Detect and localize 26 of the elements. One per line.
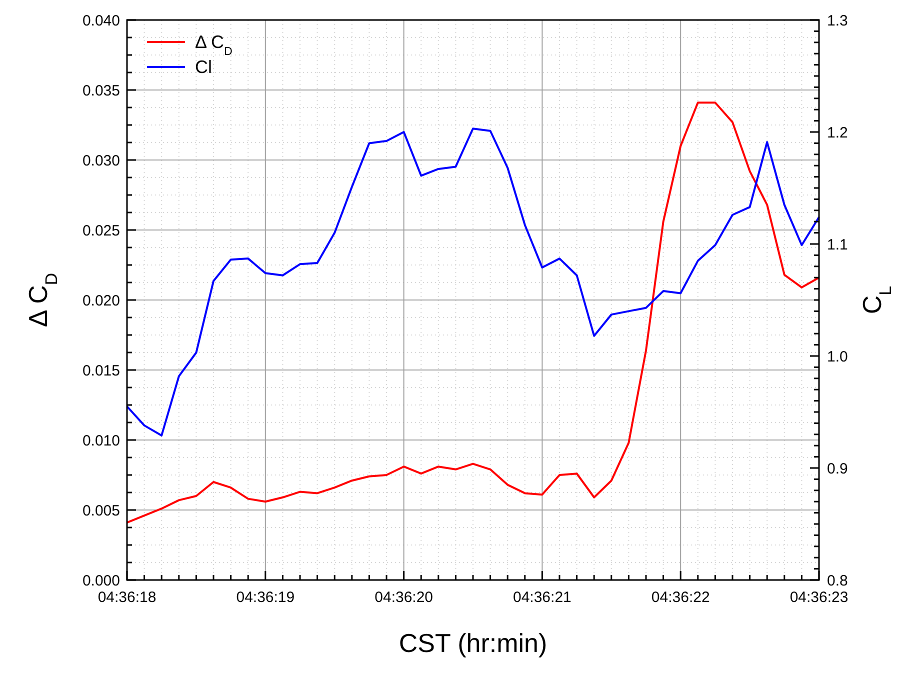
y-tick-label: 0.020 [82,292,120,310]
legend-label: Δ C$_{D}$ [195,32,232,58]
y-tick-label: 0.015 [82,362,120,380]
y2-tick-label: 0.8 [827,572,848,590]
x-tick-label: 04:36:18 [98,589,156,606]
line-series [126,102,820,524]
x-tick-label: 04:36:22 [651,589,710,606]
y-tick-label: 0.035 [82,82,120,100]
y-tick-label: 0.010 [82,432,120,450]
x-tick-label: 04:36:19 [236,589,295,606]
y2-tick-label: 1.3 [827,12,848,30]
x-tick-label: 04:36:23 [790,589,848,606]
y-tick-label: 0.005 [82,502,120,520]
y-tick-label: 0.040 [82,12,120,30]
y2-tick-label: 0.9 [827,460,848,478]
x-axis-title: CST (hr:min) [398,628,548,658]
y-tick-label: 0.030 [82,152,120,170]
y-tick-label: 0.025 [82,222,120,240]
y-tick-label: 0.000 [82,572,120,590]
x-tick-label: 04:36:21 [512,589,572,606]
line-series [126,128,820,437]
y2-tick-label: 1.2 [827,124,848,142]
legend-label: Cl [195,57,212,77]
y2-tick-label: 1.0 [827,348,848,366]
x-tick-label: 04:36:20 [374,589,434,606]
y2-tick-label: 1.1 [827,236,848,254]
